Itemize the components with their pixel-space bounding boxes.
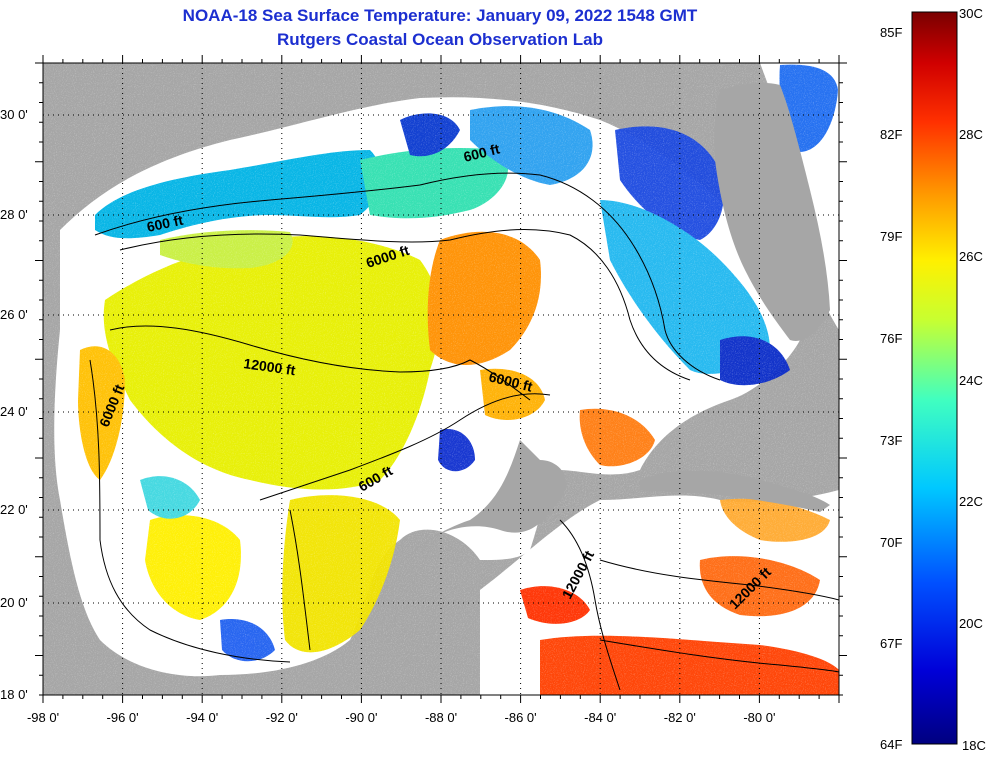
contour-label: 600 ft xyxy=(145,212,184,235)
depth-contours xyxy=(89,172,839,691)
colorbar-f-label: 64F xyxy=(880,737,902,752)
lon-tick-label: -98 0' xyxy=(27,710,59,725)
lon-tick-label: -96 0' xyxy=(107,710,139,725)
colorbar-c-label: 26C xyxy=(959,249,983,264)
lat-tick-label: 18 0' xyxy=(0,687,28,702)
lat-tick-label: 26 0' xyxy=(0,307,28,322)
colorbar-labels: 85F 82F 79F 76F 73F 70F 67F 64F 30C 28C … xyxy=(880,6,986,753)
lat-tick-label: 28 0' xyxy=(0,207,28,222)
colorbar-c-label: 20C xyxy=(959,616,983,631)
colorbar-c-label: 18C xyxy=(962,738,986,753)
colorbar-f-label: 85F xyxy=(880,25,902,40)
lon-tick-label: -94 0' xyxy=(186,710,218,725)
lon-tick-label: -84 0' xyxy=(584,710,616,725)
lon-tick-label: -90 0' xyxy=(345,710,377,725)
lat-tick-label: 20 0' xyxy=(0,595,28,610)
colorbar-f-label: 70F xyxy=(880,535,902,550)
colorbar-c-label: 22C xyxy=(959,494,983,509)
lat-tick-label: 30 0' xyxy=(0,107,28,122)
colorbar xyxy=(911,11,958,745)
colorbar-f-label: 79F xyxy=(880,229,902,244)
map-area xyxy=(43,63,839,695)
colorbar-c-label: 30C xyxy=(959,6,983,21)
lon-tick-label: -86 0' xyxy=(505,710,537,725)
colorbar-c-label: 28C xyxy=(959,127,983,142)
contour-label: 12000 ft xyxy=(243,355,297,378)
lat-tick-label: 24 0' xyxy=(0,404,28,419)
axis-labels: 30 0' 28 0' 26 0' 24 0' 22 0' 20 0' 18 0… xyxy=(0,107,775,725)
colorbar-c-label: 24C xyxy=(959,373,983,388)
yucatan-peninsula xyxy=(405,440,567,560)
florida xyxy=(714,82,830,341)
lon-tick-label: -82 0' xyxy=(664,710,696,725)
lon-tick-label: -88 0' xyxy=(425,710,457,725)
map-subtitle: Rutgers Coastal Ocean Observation Lab xyxy=(277,30,603,49)
lat-tick-label: 22 0' xyxy=(0,502,28,517)
graticule xyxy=(43,63,839,695)
colorbar-f-label: 82F xyxy=(880,127,902,142)
colorbar-f-label: 76F xyxy=(880,331,902,346)
cuba xyxy=(640,470,830,512)
tick-marks xyxy=(35,55,847,703)
lon-tick-label: -92 0' xyxy=(266,710,298,725)
colorbar-f-label: 73F xyxy=(880,433,902,448)
map-title: NOAA-18 Sea Surface Temperature: January… xyxy=(182,6,698,25)
colorbar-f-label: 67F xyxy=(880,636,902,651)
lon-tick-label: -80 0' xyxy=(743,710,775,725)
